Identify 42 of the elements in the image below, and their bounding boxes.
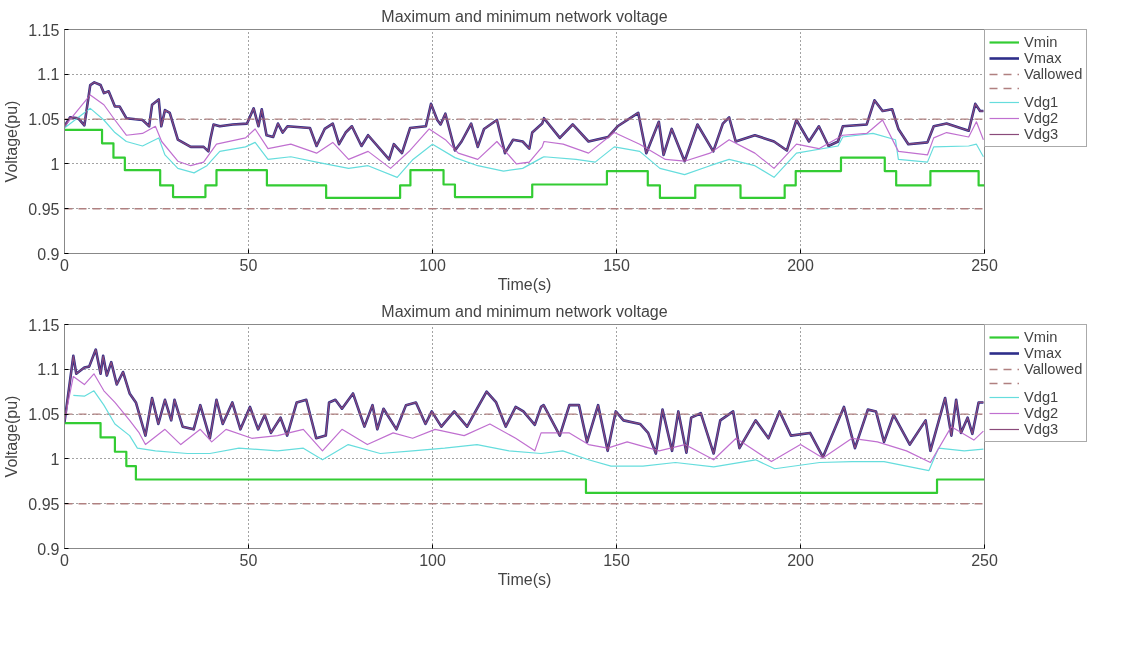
y-tick-label: 1.15 [28,21,60,39]
x-tick-label: 0 [60,551,70,569]
legend-label: Vallowed [1024,66,1083,82]
legend-label: Vdg1 [1024,389,1059,405]
legend-label: Vmax [1024,50,1062,66]
x-tick-label: 250 [971,551,998,569]
legend-label: Vmin [1024,329,1058,345]
y-tick-label: 1.15 [28,316,60,334]
y-tick-label: 0.9 [37,540,60,558]
legend-label: Vmax [1024,345,1062,361]
y-tick-label: 1.05 [28,111,60,129]
legend-label: Vallowed [1024,361,1083,377]
legend-label: Vmin [1024,34,1058,50]
chart-title: Maximum and minimum network voltage [381,7,668,25]
x-tick-label: 250 [971,256,998,274]
y-tick-label: 1 [50,155,60,173]
y-tick-label: 1.05 [28,406,60,424]
y-tick-label: 1 [50,450,60,468]
legend-label: Vdg2 [1024,405,1059,421]
y-tick-label: 1.1 [37,361,60,379]
x-tick-label: 200 [787,256,814,274]
x-axis-title: Time(s) [497,275,552,293]
y-tick-label: 0.95 [28,495,60,513]
legend-label: Vdg3 [1024,126,1059,142]
legend-label: Vdg2 [1024,110,1059,126]
legend-label: Vdg1 [1024,94,1059,110]
x-tick-label: 200 [787,551,814,569]
y-tick-label: 0.95 [28,200,60,218]
x-tick-label: 150 [603,551,630,569]
y-tick-label: 1.1 [37,66,60,84]
x-tick-label: 100 [419,551,446,569]
x-tick-label: 0 [60,256,70,274]
y-axis-title: Voltage(pu) [3,100,21,183]
x-tick-label: 100 [419,256,446,274]
x-tick-label: 50 [239,551,258,569]
x-tick-label: 150 [603,256,630,274]
x-tick-label: 50 [239,256,258,274]
x-axis-title: Time(s) [497,570,552,588]
y-tick-label: 0.9 [37,245,60,263]
legend-label: Vdg3 [1024,421,1059,437]
y-axis-title: Voltage(pu) [3,395,21,478]
chart-title: Maximum and minimum network voltage [381,302,668,320]
